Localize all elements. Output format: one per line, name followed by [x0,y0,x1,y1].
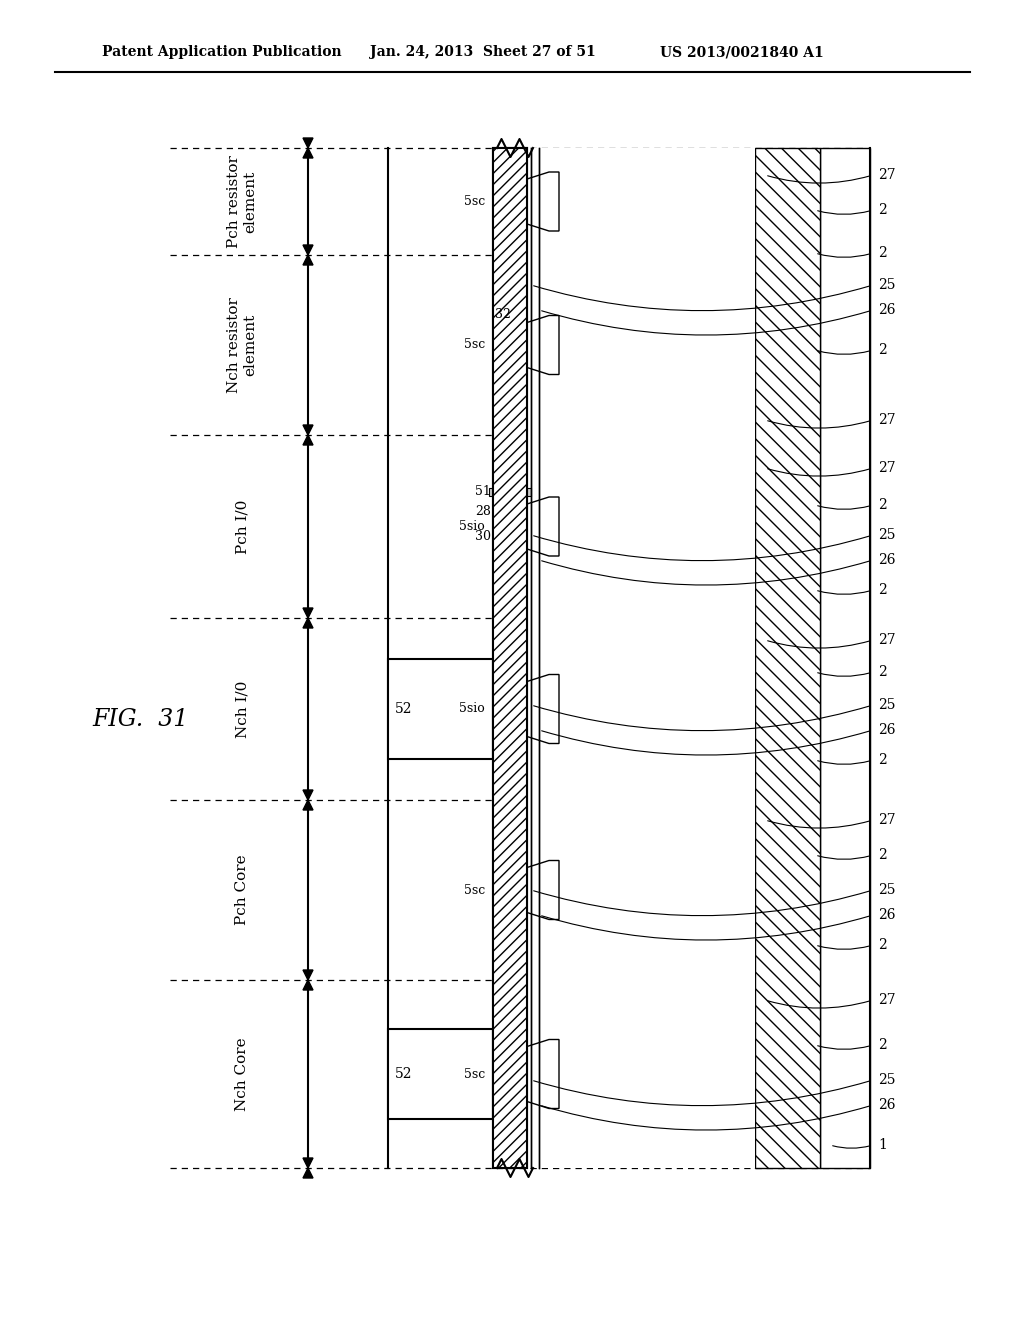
Bar [493,148,527,1168]
Bar [388,1030,493,1119]
Text: 2: 2 [878,583,887,597]
Text: 26: 26 [878,553,896,568]
Text: 25: 25 [878,279,896,292]
Text: Pch I/0: Pch I/0 [234,499,249,553]
Polygon shape [303,436,313,445]
Text: 27: 27 [878,413,896,426]
Bar [527,148,755,1168]
Polygon shape [303,139,313,148]
Polygon shape [303,979,313,990]
Text: 2: 2 [878,665,887,678]
Polygon shape [303,609,313,618]
Text: 25: 25 [878,698,896,711]
Polygon shape [303,148,313,158]
Text: US 2013/0021840 A1: US 2013/0021840 A1 [660,45,823,59]
Polygon shape [527,498,559,556]
Text: 27: 27 [878,993,896,1007]
Polygon shape [303,246,313,255]
Polygon shape [303,1158,313,1168]
Text: 2: 2 [878,752,887,767]
Text: Pch resistor
element: Pch resistor element [227,154,257,248]
Text: Nch I/0: Nch I/0 [234,680,249,738]
Bar [388,659,493,759]
Text: 25: 25 [878,528,896,543]
Polygon shape [527,861,559,920]
Text: 27: 27 [878,813,896,828]
Text: 26: 26 [878,723,896,737]
Text: 5sc: 5sc [464,1068,485,1081]
Polygon shape [303,800,313,810]
Text: 2: 2 [878,498,887,512]
Polygon shape [303,970,313,979]
Text: 2: 2 [878,1038,887,1052]
Polygon shape [527,675,559,743]
Text: 2: 2 [878,246,887,260]
Text: 32: 32 [495,309,511,322]
Text: Nch Core: Nch Core [234,1038,249,1111]
Polygon shape [527,315,559,375]
Polygon shape [303,1168,313,1177]
Text: 27: 27 [878,461,896,475]
Text: FIG.  31: FIG. 31 [92,709,188,731]
Text: 5sc: 5sc [464,883,485,896]
Text: 26: 26 [878,1098,896,1111]
Text: Patent Application Publication: Patent Application Publication [102,45,342,59]
Polygon shape [303,255,313,265]
Text: 25: 25 [878,1073,896,1086]
Bar [820,148,870,1168]
Text: 27: 27 [878,168,896,182]
Text: 2: 2 [878,939,887,952]
Bar [489,488,531,496]
Text: 26: 26 [878,908,896,921]
Text: 27: 27 [878,634,896,647]
Text: 5sio: 5sio [459,520,485,533]
Text: 52: 52 [395,1067,413,1081]
Text: 28: 28 [475,506,490,517]
Text: Pch Core: Pch Core [234,854,249,925]
Polygon shape [303,618,313,628]
Text: 5sio: 5sio [459,702,485,715]
Polygon shape [527,1040,559,1109]
Text: 2: 2 [878,203,887,216]
Text: Jan. 24, 2013  Sheet 27 of 51: Jan. 24, 2013 Sheet 27 of 51 [370,45,596,59]
Text: 5sc: 5sc [464,195,485,209]
Bar [493,148,527,1168]
Text: 5sc: 5sc [464,338,485,351]
Polygon shape [527,172,559,231]
Text: 30: 30 [475,531,490,543]
Text: 52: 52 [395,702,413,715]
Text: 26: 26 [878,304,896,317]
Text: Nch resistor
element: Nch resistor element [227,297,257,393]
Polygon shape [303,425,313,436]
Polygon shape [303,789,313,800]
Bar [755,148,820,1168]
Text: 1: 1 [878,1138,887,1152]
Text: 2: 2 [878,343,887,356]
Text: 2: 2 [878,847,887,862]
Text: 25: 25 [878,883,896,898]
Text: 51: 51 [475,484,490,498]
